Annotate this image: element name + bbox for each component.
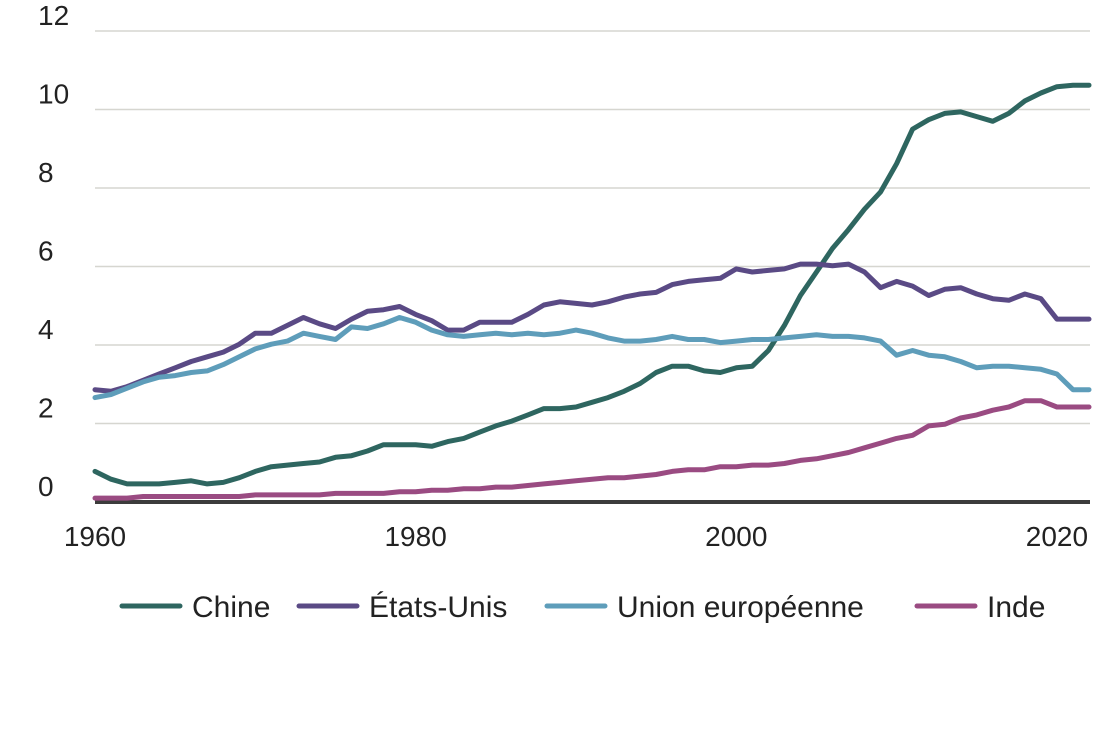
series-line-0 bbox=[92, 82, 1092, 487]
y-tick-label: 6 bbox=[38, 236, 54, 267]
series-lines bbox=[92, 82, 1092, 501]
x-tick-label: 2020 bbox=[1026, 521, 1088, 552]
series-line-1 bbox=[92, 261, 1092, 394]
x-tick-label: 1980 bbox=[384, 521, 446, 552]
series-line-2 bbox=[92, 315, 1092, 401]
legend-label: États-Unis bbox=[369, 591, 507, 624]
x-tick-label: 2000 bbox=[705, 521, 767, 552]
x-tick-label: 1960 bbox=[64, 521, 126, 552]
y-tick-label: 0 bbox=[38, 471, 54, 502]
y-axis-ticks: 0 2 4 6 8 10 12 bbox=[38, 0, 69, 502]
legend-label: Inde bbox=[987, 591, 1045, 624]
series-line-3 bbox=[92, 398, 1092, 501]
y-tick-label: 10 bbox=[38, 79, 69, 110]
legend: Chine États-Unis Union européenne Inde bbox=[119, 591, 1045, 624]
gridlines bbox=[95, 30, 1090, 425]
x-axis-ticks: 1960 1980 2000 2020 bbox=[64, 521, 1088, 552]
y-tick-label: 4 bbox=[38, 314, 54, 345]
legend-label: Chine bbox=[192, 591, 270, 624]
y-tick-label: 8 bbox=[38, 157, 54, 188]
y-tick-label: 2 bbox=[38, 393, 54, 424]
legend-label: Union européenne bbox=[617, 591, 864, 624]
y-tick-label: 12 bbox=[38, 0, 69, 31]
